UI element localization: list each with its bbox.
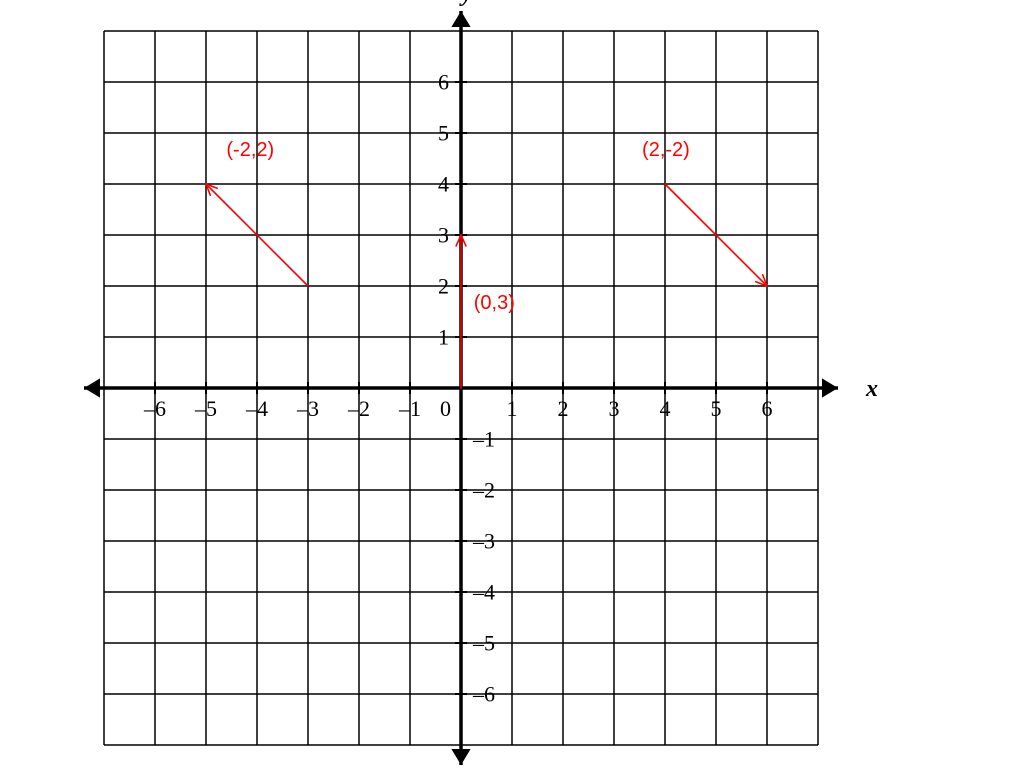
coordinate-plane: –6 –5 –4 –3 –2 –1 0 1 2 3 4 5 6 –6 –5 –4 –3 –2 –1 1 2 3 4 5 6 x y (… bbox=[0, 0, 1024, 768]
x-tick-label: –2 bbox=[347, 396, 370, 421]
x-tick-label: 2 bbox=[558, 396, 569, 421]
x-tick-label: –3 bbox=[296, 396, 319, 421]
y-tick-label: 4 bbox=[438, 172, 449, 197]
x-tick-label: 0 bbox=[440, 396, 451, 421]
y-tick-label: –6 bbox=[472, 682, 495, 707]
y-tick-label: 2 bbox=[438, 274, 449, 299]
annotation-label: (2,-2) bbox=[642, 139, 690, 161]
y-tick-label: –2 bbox=[472, 478, 495, 503]
y-tick-label: 6 bbox=[438, 70, 449, 95]
x-axis-label: x bbox=[865, 376, 878, 402]
y-tick-label: –1 bbox=[472, 427, 495, 452]
y-tick-label: –5 bbox=[472, 631, 495, 656]
annotation-label: (-2,2) bbox=[226, 139, 274, 161]
y-tick-label: 1 bbox=[438, 325, 449, 350]
x-tick-label: –1 bbox=[398, 396, 421, 421]
x-tick-label: 5 bbox=[711, 396, 722, 421]
x-tick-label: –5 bbox=[194, 396, 217, 421]
x-tick-label: –4 bbox=[245, 396, 268, 421]
x-tick-label: 4 bbox=[660, 396, 671, 421]
y-tick-label: –3 bbox=[472, 529, 495, 554]
x-tick-label: 6 bbox=[762, 396, 773, 421]
y-axis-label: y bbox=[459, 0, 473, 7]
y-tick-label: –4 bbox=[472, 580, 495, 605]
y-tick-label: 3 bbox=[438, 223, 449, 248]
x-tick-label: 3 bbox=[609, 396, 620, 421]
annotation-label: (0,3) bbox=[474, 292, 515, 314]
x-tick-label: 1 bbox=[507, 396, 518, 421]
x-tick-label: –6 bbox=[143, 396, 166, 421]
y-tick-label: 5 bbox=[438, 121, 449, 146]
